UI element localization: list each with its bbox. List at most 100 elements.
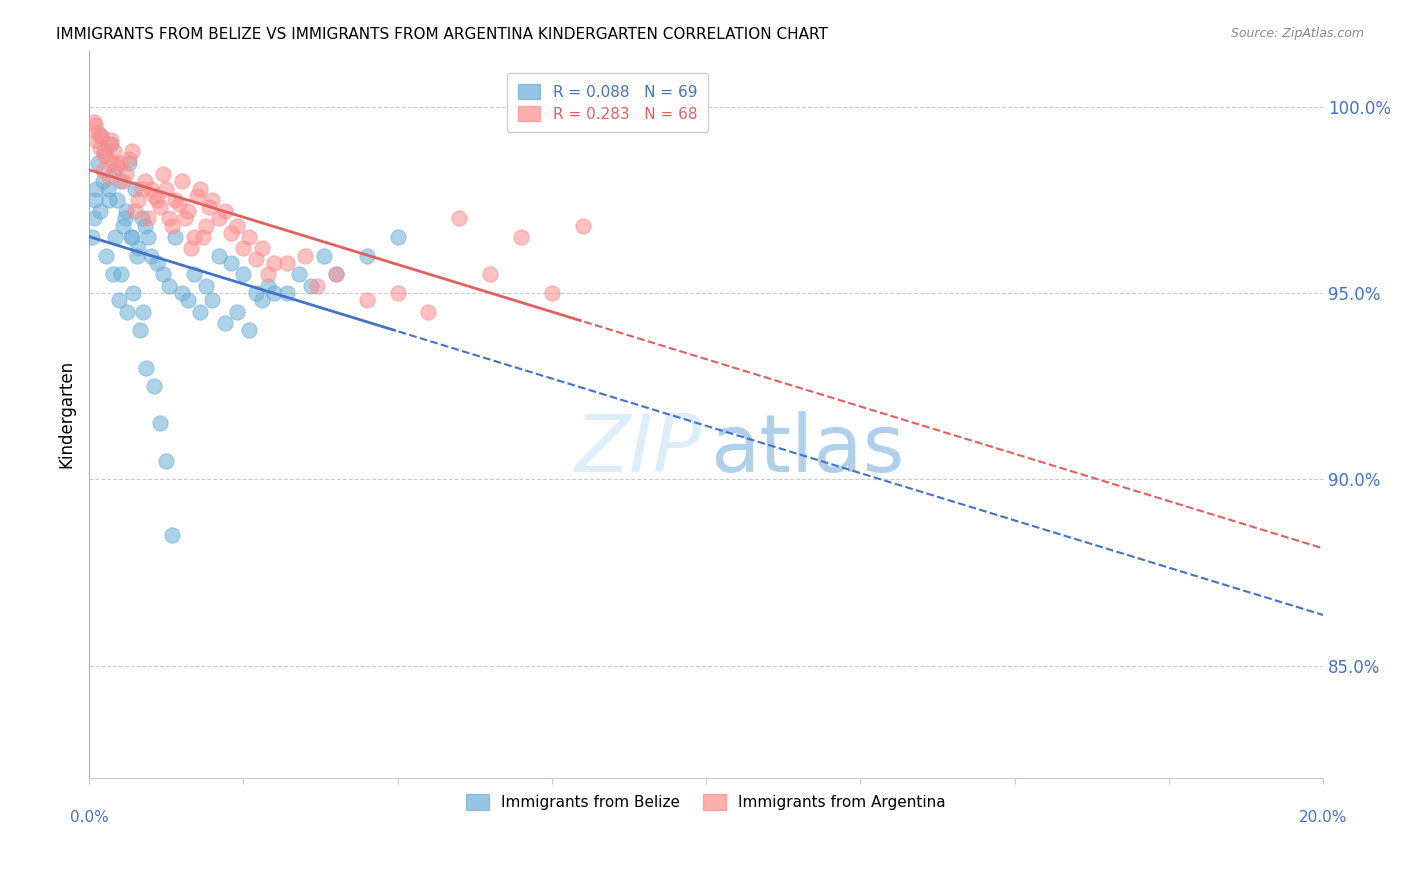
- Point: [132, 304, 155, 318]
- Point: [232, 241, 254, 255]
- Point: [165, 193, 187, 207]
- Point: [128, 323, 150, 337]
- Point: [186, 189, 208, 203]
- Point: [127, 193, 149, 207]
- Point: [195, 278, 218, 293]
- Point: [193, 230, 215, 244]
- Point: [104, 230, 127, 244]
- Point: [139, 249, 162, 263]
- Point: [195, 219, 218, 233]
- Point: [180, 241, 202, 255]
- Point: [170, 174, 193, 188]
- Point: [257, 268, 280, 282]
- Point: [127, 249, 149, 263]
- Point: [90, 129, 112, 144]
- Point: [86, 181, 108, 195]
- Point: [152, 268, 174, 282]
- Point: [208, 249, 231, 263]
- Point: [121, 145, 143, 159]
- Point: [177, 293, 200, 308]
- Point: [100, 136, 122, 151]
- Point: [100, 133, 122, 147]
- Point: [87, 126, 110, 140]
- Point: [146, 193, 169, 207]
- Point: [134, 219, 156, 233]
- Point: [232, 268, 254, 282]
- Point: [312, 249, 335, 263]
- Y-axis label: Kindergarten: Kindergarten: [58, 360, 75, 468]
- Point: [155, 454, 177, 468]
- Point: [167, 196, 190, 211]
- Point: [170, 285, 193, 300]
- Point: [93, 145, 115, 159]
- Point: [121, 230, 143, 244]
- Point: [214, 204, 236, 219]
- Point: [90, 129, 112, 144]
- Point: [105, 159, 128, 173]
- Point: [356, 293, 378, 308]
- Point: [101, 268, 124, 282]
- Point: [101, 155, 124, 169]
- Point: [177, 204, 200, 219]
- Point: [238, 230, 260, 244]
- Point: [97, 181, 120, 195]
- Point: [418, 304, 440, 318]
- Point: [201, 193, 224, 207]
- Point: [118, 152, 141, 166]
- Point: [325, 268, 347, 282]
- Point: [97, 170, 120, 185]
- Point: [87, 155, 110, 169]
- Point: [356, 249, 378, 263]
- Point: [226, 304, 249, 318]
- Point: [208, 211, 231, 226]
- Point: [93, 148, 115, 162]
- Point: [96, 148, 118, 162]
- Point: [134, 174, 156, 188]
- Point: [257, 278, 280, 293]
- Point: [173, 211, 195, 226]
- Point: [105, 193, 128, 207]
- Point: [108, 174, 131, 188]
- Point: [214, 316, 236, 330]
- Point: [288, 268, 311, 282]
- Point: [118, 155, 141, 169]
- Point: [157, 278, 180, 293]
- Point: [103, 163, 125, 178]
- Point: [91, 174, 114, 188]
- Point: [276, 256, 298, 270]
- Point: [449, 211, 471, 226]
- Text: Source: ZipAtlas.com: Source: ZipAtlas.com: [1230, 27, 1364, 40]
- Point: [111, 174, 134, 188]
- Point: [152, 167, 174, 181]
- Point: [219, 256, 242, 270]
- Point: [135, 360, 157, 375]
- Point: [124, 204, 146, 219]
- Point: [188, 181, 211, 195]
- Point: [387, 285, 409, 300]
- Point: [115, 167, 138, 181]
- Point: [117, 304, 139, 318]
- Point: [250, 241, 273, 255]
- Point: [84, 193, 107, 207]
- Point: [131, 211, 153, 226]
- Point: [479, 268, 502, 282]
- Point: [245, 252, 267, 267]
- Legend: Immigrants from Belize, Immigrants from Argentina: Immigrants from Belize, Immigrants from …: [456, 783, 956, 821]
- Point: [188, 304, 211, 318]
- Point: [97, 193, 120, 207]
- Point: [165, 230, 187, 244]
- Point: [198, 200, 221, 214]
- Point: [136, 211, 159, 226]
- Point: [122, 285, 145, 300]
- Point: [86, 133, 108, 147]
- Point: [142, 379, 165, 393]
- Point: [89, 204, 111, 219]
- Point: [96, 249, 118, 263]
- Point: [142, 189, 165, 203]
- Point: [146, 256, 169, 270]
- Point: [540, 285, 562, 300]
- Text: 20.0%: 20.0%: [1299, 810, 1347, 825]
- Point: [183, 268, 205, 282]
- Point: [245, 285, 267, 300]
- Point: [115, 204, 138, 219]
